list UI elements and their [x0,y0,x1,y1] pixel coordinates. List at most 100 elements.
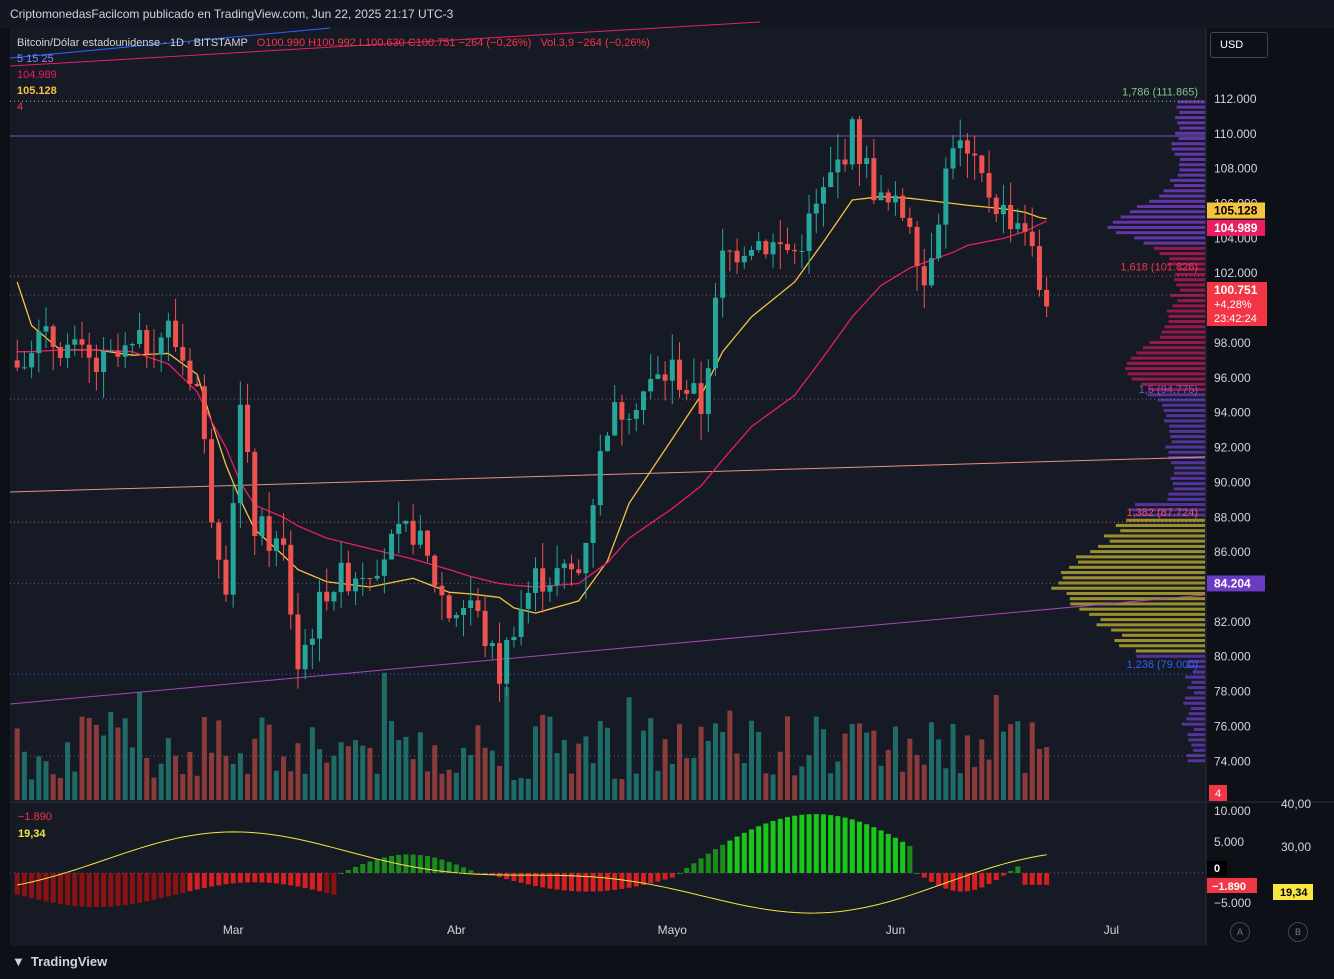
volume-bar [619,779,625,800]
volume-bar [324,762,330,800]
candle-body [511,636,517,641]
candle-body [914,226,920,267]
volume-bar [1008,724,1014,800]
volume-bar [367,747,373,800]
volume-bar [655,770,661,800]
candle-body [590,505,596,543]
candle-body [799,251,805,253]
profile-bin [1193,748,1205,752]
osc-bar [187,873,193,892]
candle-body [461,608,467,616]
profile-bin [1171,147,1205,151]
volume-bar [122,718,128,800]
auto-scale-button[interactable]: A [1230,922,1250,942]
symbol-title[interactable]: Bitcoin/Dólar estadounidense · 1D · BITS… [17,37,248,49]
trendline-blue [9,27,331,59]
osc-bar [173,873,179,895]
osc-bar [432,857,438,873]
indicator-params[interactable]: 5 15 25 [17,53,54,65]
profile-bin [1162,403,1205,407]
volume-bar [813,716,819,800]
volume-bar [662,739,668,800]
candles [14,116,1050,702]
candle-body [741,255,747,263]
volume-bar [21,751,27,800]
profile-bin [1170,293,1205,297]
volume-bar [381,672,387,800]
profile-bin [1159,252,1205,256]
candle-body [209,439,215,523]
profile-bin [1175,116,1205,120]
log-scale-button[interactable]: B [1288,922,1308,942]
volume-bar [165,738,171,800]
volume-bar [360,745,366,800]
candle-body [633,409,639,419]
candle-body [1044,289,1050,307]
osc-bar [223,873,229,885]
profile-bin [1193,727,1205,731]
candle-body [698,383,704,414]
osc-bar [101,873,107,907]
osc-bar [597,873,603,892]
profile-bin [1188,738,1205,742]
trendline-lower [9,594,1206,705]
volume-bar [569,773,575,800]
volume-profile [1051,100,1205,763]
time-tick: Mar [223,923,244,937]
candle-body [245,404,251,453]
volume-bar [511,779,517,800]
price-tick: 112.000 [1214,92,1257,106]
profile-bin [1066,591,1205,595]
osc-bar [734,836,740,873]
candle-body [266,516,272,551]
candle-body [605,435,610,452]
tradingview-logo[interactable]: ▼ TradingView [12,954,107,969]
profile-bin [1098,544,1205,548]
candle-body [734,250,740,263]
currency-button[interactable]: USD [1210,32,1268,58]
osc-bar [86,873,92,907]
time-tick: Abr [447,923,466,937]
candle-body [554,568,560,586]
candle-body [504,640,510,684]
profile-bin [1168,492,1205,496]
price-tick: 78.000 [1214,685,1251,699]
volume-bar [417,732,423,800]
trendline-upper [9,21,761,67]
candle-body [878,192,884,201]
osc-bar [655,873,661,882]
profile-bin [1187,733,1205,737]
ma-slow-badge: 104.989 [1214,221,1258,235]
osc-bar [345,869,351,873]
candle-body [180,347,186,361]
profile-bin [1070,602,1205,606]
brand-name: TradingView [30,954,108,969]
candle-body [389,533,395,560]
osc-bar [662,873,668,880]
volume-bar [245,773,251,800]
volume-bar [698,726,704,800]
profile-bin [1174,471,1205,475]
profile-bin [1148,388,1205,392]
candle-body [194,383,200,387]
volume-bar [705,740,711,800]
profile-bin [1175,272,1205,276]
profile-bin [1109,539,1205,543]
osc-bar [295,873,301,887]
candle-body [849,119,855,165]
candle-body [338,562,344,593]
volume-bar [993,695,999,800]
volume-bar [57,777,63,800]
osc-bar [374,859,380,873]
osc-bar [748,829,754,873]
candle-body [583,542,589,574]
profile-bin [1051,586,1205,590]
price-tick: 92.000 [1214,441,1251,455]
volume-bar [907,738,913,800]
candle-body [986,173,992,198]
candle-body [158,337,164,355]
candle-body [828,172,834,188]
candle-body [108,350,114,352]
volume-bar [648,718,654,800]
